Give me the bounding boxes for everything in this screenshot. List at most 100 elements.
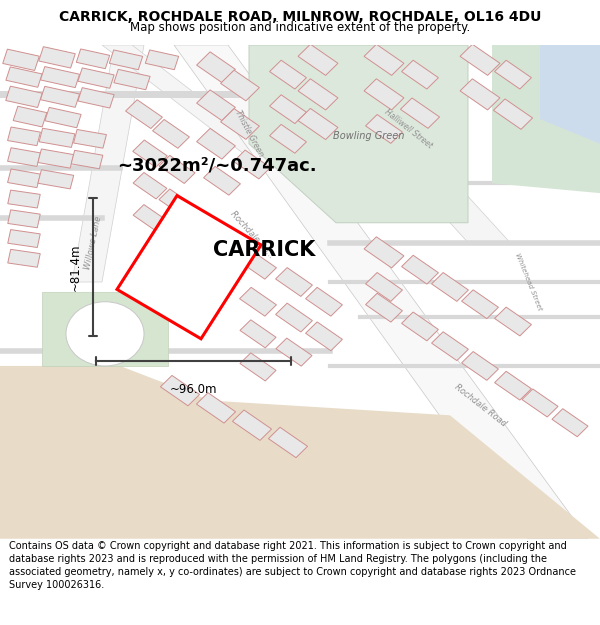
Polygon shape	[133, 140, 167, 168]
Polygon shape	[78, 68, 114, 88]
Polygon shape	[203, 166, 241, 195]
Polygon shape	[240, 320, 276, 348]
Polygon shape	[109, 50, 143, 69]
Polygon shape	[159, 156, 195, 184]
Polygon shape	[133, 204, 167, 231]
Polygon shape	[239, 288, 277, 316]
Polygon shape	[494, 307, 532, 336]
Text: Willows Lane: Willows Lane	[83, 215, 103, 270]
Polygon shape	[364, 79, 404, 110]
Polygon shape	[76, 49, 110, 69]
Text: ~81.4m: ~81.4m	[69, 243, 82, 291]
Polygon shape	[197, 128, 235, 159]
Polygon shape	[133, 173, 167, 199]
Polygon shape	[400, 98, 440, 128]
Polygon shape	[401, 60, 439, 89]
Polygon shape	[268, 428, 308, 458]
Polygon shape	[365, 114, 403, 143]
Polygon shape	[540, 45, 600, 144]
Polygon shape	[8, 127, 40, 146]
Text: ~3022m²/~0.747ac.: ~3022m²/~0.747ac.	[117, 157, 317, 175]
Circle shape	[66, 302, 144, 366]
Polygon shape	[8, 229, 40, 248]
Polygon shape	[197, 52, 235, 82]
Polygon shape	[196, 392, 236, 423]
Polygon shape	[42, 292, 168, 366]
Polygon shape	[269, 60, 307, 89]
Polygon shape	[233, 150, 271, 179]
Polygon shape	[239, 251, 277, 279]
Polygon shape	[160, 376, 200, 406]
Text: Map shows position and indicative extent of the property.: Map shows position and indicative extent…	[130, 21, 470, 34]
Polygon shape	[8, 148, 40, 166]
Polygon shape	[461, 351, 499, 381]
Polygon shape	[8, 210, 40, 227]
Polygon shape	[240, 353, 276, 381]
Polygon shape	[114, 69, 150, 90]
Polygon shape	[45, 107, 81, 127]
Polygon shape	[221, 70, 259, 101]
Polygon shape	[431, 272, 469, 301]
Polygon shape	[364, 237, 404, 268]
Text: Whitehead Street: Whitehead Street	[514, 253, 542, 312]
Polygon shape	[117, 196, 261, 339]
Text: ~96.0m: ~96.0m	[170, 383, 217, 396]
Text: Contains OS data © Crown copyright and database right 2021. This information is : Contains OS data © Crown copyright and d…	[9, 541, 576, 590]
Polygon shape	[276, 338, 312, 366]
Polygon shape	[401, 312, 439, 341]
Polygon shape	[494, 371, 532, 400]
Polygon shape	[275, 303, 313, 332]
Polygon shape	[298, 108, 338, 139]
Polygon shape	[145, 50, 179, 69]
Text: Bowling Green: Bowling Green	[334, 131, 404, 141]
Polygon shape	[152, 119, 190, 148]
Polygon shape	[74, 129, 106, 148]
Polygon shape	[249, 45, 468, 222]
Polygon shape	[298, 44, 338, 76]
Polygon shape	[8, 169, 40, 187]
Polygon shape	[365, 293, 403, 322]
Polygon shape	[269, 95, 307, 124]
Polygon shape	[159, 189, 195, 217]
Polygon shape	[401, 255, 439, 284]
Polygon shape	[71, 151, 103, 169]
Polygon shape	[13, 106, 47, 127]
Polygon shape	[365, 272, 403, 301]
Polygon shape	[305, 322, 343, 351]
Polygon shape	[38, 149, 74, 168]
Polygon shape	[8, 249, 40, 268]
Polygon shape	[6, 67, 42, 88]
Polygon shape	[78, 88, 114, 108]
Text: Rochdale Road: Rochdale Road	[452, 382, 508, 428]
Text: Halliwell Street: Halliwell Street	[382, 107, 434, 150]
Polygon shape	[460, 44, 500, 76]
Polygon shape	[461, 290, 499, 319]
Polygon shape	[39, 128, 75, 148]
Polygon shape	[39, 47, 75, 68]
Polygon shape	[221, 109, 259, 139]
Text: Thistle Green: Thistle Green	[233, 109, 265, 159]
Polygon shape	[125, 100, 163, 129]
Polygon shape	[275, 268, 313, 296]
Polygon shape	[460, 79, 500, 110]
Polygon shape	[174, 45, 588, 539]
Polygon shape	[38, 170, 74, 189]
Polygon shape	[494, 60, 532, 89]
Text: Rochdale Ro...: Rochdale Ro...	[229, 209, 275, 261]
Polygon shape	[40, 86, 80, 108]
Polygon shape	[288, 45, 510, 242]
Polygon shape	[232, 410, 272, 441]
Polygon shape	[298, 79, 338, 110]
Polygon shape	[552, 409, 588, 437]
Polygon shape	[492, 45, 600, 193]
Polygon shape	[6, 86, 42, 108]
Polygon shape	[40, 67, 80, 88]
Polygon shape	[197, 90, 235, 121]
Polygon shape	[72, 45, 144, 282]
Polygon shape	[522, 389, 558, 417]
Text: CARRICK, ROCHDALE ROAD, MILNROW, ROCHDALE, OL16 4DU: CARRICK, ROCHDALE ROAD, MILNROW, ROCHDAL…	[59, 10, 541, 24]
Polygon shape	[364, 44, 404, 76]
Text: CARRICK: CARRICK	[213, 240, 315, 260]
Polygon shape	[3, 49, 39, 71]
Polygon shape	[8, 190, 40, 208]
